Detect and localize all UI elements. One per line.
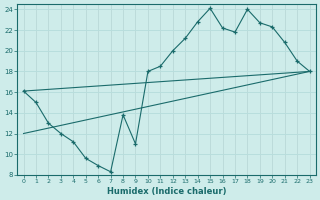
X-axis label: Humidex (Indice chaleur): Humidex (Indice chaleur) [107,187,226,196]
